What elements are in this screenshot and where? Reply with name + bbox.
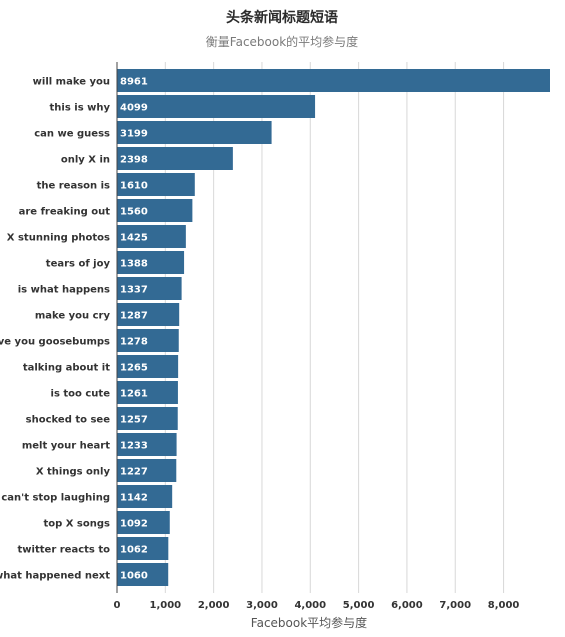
value-label: 1261: [120, 389, 148, 400]
x-tick-labels: 0 1,000 2,000 3,000 4,000 5,000 6,000 7,000 8,00…: [114, 600, 520, 611]
category-label: shocked to see: [26, 415, 111, 426]
value-label: 1265: [120, 363, 148, 374]
category-label: can't stop laughing: [1, 493, 110, 504]
x-tick-label: 4,000: [294, 600, 326, 611]
category-label: what happened next: [0, 571, 110, 582]
value-label: 1227: [120, 467, 148, 478]
x-tick-label: 1,000: [150, 600, 182, 611]
category-labels: will make you this is why can we guess only…: [0, 77, 110, 582]
category-label: tears of joy: [46, 259, 111, 270]
bar: [117, 537, 169, 560]
bar: [117, 173, 195, 196]
x-tick-label: 5,000: [343, 600, 375, 611]
category-label: melt your heart: [22, 441, 110, 452]
bar: [117, 147, 233, 170]
bar: [117, 485, 173, 508]
bar: [117, 381, 178, 404]
bar: [117, 277, 182, 300]
value-label: 1287: [120, 311, 148, 322]
value-labels: 8961 4099 3199 2398 1610 1560 1425 1388 1337 1287…: [120, 77, 148, 582]
category-label: the reason is: [37, 181, 110, 192]
category-label: X things only: [36, 467, 111, 478]
bar: [117, 199, 193, 222]
category-label: this is why: [50, 103, 111, 114]
x-tick-label: 7,000: [439, 600, 471, 611]
bar: [117, 407, 178, 430]
value-label: 1560: [120, 207, 148, 218]
category-label: X stunning photos: [7, 233, 110, 244]
bar: [117, 303, 180, 326]
value-label: 1425: [120, 233, 148, 244]
value-label: 1337: [120, 285, 148, 296]
value-label: 1388: [120, 259, 148, 270]
category-label: can we guess: [34, 129, 110, 140]
value-label: 1142: [120, 493, 148, 504]
x-tick-label: 6,000: [391, 600, 423, 611]
x-tick-label: 3,000: [246, 600, 278, 611]
bars: [117, 69, 550, 586]
x-tick-label: 8,000: [488, 600, 520, 611]
value-label: 3199: [120, 129, 148, 140]
bar: [117, 225, 186, 248]
x-tick-label: 2,000: [198, 600, 230, 611]
category-label: only X in: [61, 155, 110, 166]
value-label: 1062: [120, 545, 148, 556]
bar: [117, 69, 550, 92]
bar: [117, 459, 177, 482]
bar: [117, 511, 170, 534]
category-label: is what happens: [18, 285, 110, 296]
category-label: is too cute: [51, 389, 111, 400]
bar: [117, 355, 179, 378]
category-label: are freaking out: [19, 207, 111, 218]
value-label: 1092: [120, 519, 148, 530]
category-label: twitter reacts to: [18, 545, 111, 556]
bar: [117, 95, 316, 118]
value-label: 2398: [120, 155, 148, 166]
value-label: 1060: [120, 571, 148, 582]
bar: [117, 121, 272, 144]
value-label: 1278: [120, 337, 148, 348]
value-label: 1233: [120, 441, 148, 452]
x-axis-label: Facebook平均参与度: [251, 615, 367, 630]
category-label: make you cry: [35, 311, 111, 322]
bar: [117, 329, 179, 352]
category-label: will make you: [33, 77, 110, 88]
value-label: 8961: [120, 77, 148, 88]
x-tick-label: 0: [114, 600, 121, 611]
category-label: top X songs: [43, 519, 110, 530]
chart-subtitle: 衡量Facebook的平均参与度: [206, 34, 358, 49]
bar: [117, 433, 177, 456]
value-label: 4099: [120, 103, 148, 114]
bar: [117, 563, 169, 586]
category-label: talking about it: [23, 363, 110, 374]
bar: [117, 251, 185, 274]
value-label: 1257: [120, 415, 148, 426]
chart-title: 头条新闻标题短语: [226, 9, 338, 26]
value-label: 1610: [120, 181, 148, 192]
category-label: give you goosebumps: [0, 337, 110, 348]
